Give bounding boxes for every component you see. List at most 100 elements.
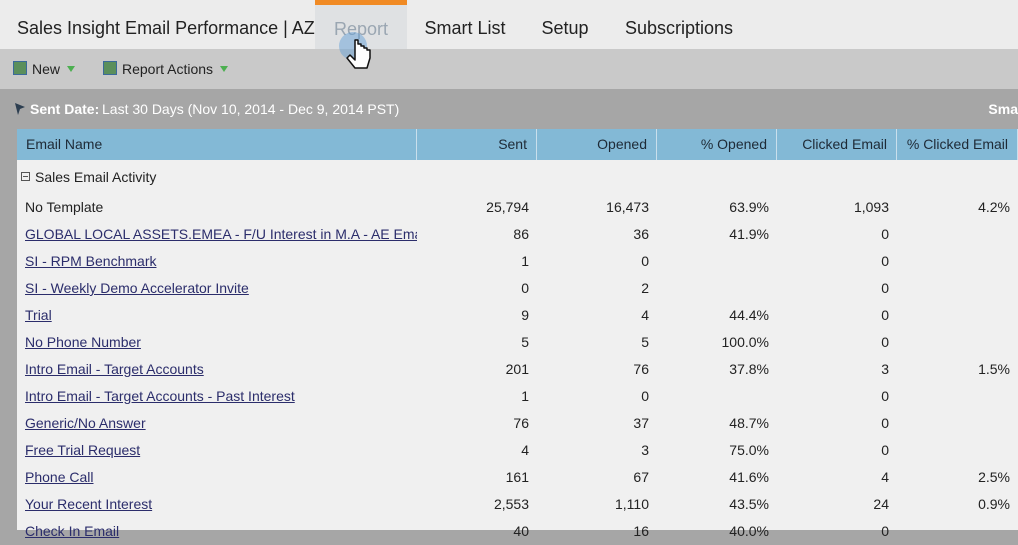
group-row[interactable]: Sales Email Activity <box>21 164 156 191</box>
email-name[interactable]: SI - Weekly Demo Accelerator Invite <box>17 275 417 302</box>
metric-cell: 44.4% <box>657 302 777 329</box>
cell-text: 24 <box>873 496 889 512</box>
metric-cell: 0 <box>537 383 657 410</box>
metric-cell: 2 <box>537 275 657 302</box>
email-link[interactable]: No Phone Number <box>25 334 141 350</box>
column-header[interactable]: Sent <box>417 129 537 160</box>
email-name[interactable]: No Phone Number <box>17 329 417 356</box>
metric-cell: 1,093 <box>777 194 897 221</box>
toolbar-button[interactable]: New <box>13 49 76 89</box>
metric-cell: 24 <box>777 491 897 518</box>
cell-text: No Template <box>25 199 104 215</box>
cell-text: 5 <box>521 334 529 350</box>
email-name[interactable]: SI - RPM Benchmark <box>17 248 417 275</box>
metric-cell: 0 <box>777 410 897 437</box>
email-link[interactable]: SI - RPM Benchmark <box>25 253 157 269</box>
email-link[interactable]: Generic/No Answer <box>25 415 146 431</box>
collapse-icon[interactable] <box>21 172 30 181</box>
cell-text: 37 <box>633 415 649 431</box>
cell-text: 2.5% <box>978 469 1010 485</box>
cell-text: 16 <box>633 523 649 539</box>
cell-text: 25,794 <box>486 199 529 215</box>
cell-text: 1.5% <box>978 361 1010 377</box>
filter-value[interactable]: Last 30 Days (Nov 10, 2014 - Dec 9, 2014… <box>102 101 400 117</box>
cell-text: 9 <box>521 307 529 323</box>
column-header[interactable]: Opened <box>537 129 657 160</box>
toolbar-button[interactable]: Report Actions <box>103 49 229 89</box>
cell-text: 86 <box>513 226 529 242</box>
email-name[interactable]: Intro Email - Target Accounts <box>17 356 417 383</box>
cell-text: 3 <box>881 361 889 377</box>
email-link[interactable]: GLOBAL LOCAL ASSETS.EMEA - F/U Interest … <box>25 226 417 242</box>
metric-cell: 1.5% <box>897 356 1018 383</box>
column-header[interactable]: Email Name <box>17 129 417 160</box>
metric-cell: 100.0% <box>657 329 777 356</box>
email-name: No Template <box>17 194 417 221</box>
email-name[interactable]: Check In Email <box>17 518 417 545</box>
email-name[interactable]: Free Trial Request <box>17 437 417 464</box>
nav-tab[interactable]: Smart List <box>424 18 506 38</box>
metric-cell: 40 <box>417 518 537 545</box>
nav-tab[interactable]: Report <box>315 0 407 49</box>
metric-cell: 4.2% <box>897 194 1018 221</box>
metric-cell: 5 <box>537 329 657 356</box>
email-link[interactable]: SI - Weekly Demo Accelerator Invite <box>25 280 249 296</box>
email-link[interactable]: Check In Email <box>25 523 120 539</box>
cell-text: 100.0% <box>721 334 769 350</box>
nav-tab[interactable]: Subscriptions <box>624 18 734 38</box>
cell-text: 67 <box>633 469 649 485</box>
nav-tab[interactable]: Setup <box>541 18 589 38</box>
metric-cell: 1 <box>417 248 537 275</box>
email-link[interactable]: Your Recent Interest <box>25 496 153 512</box>
email-link[interactable]: Intro Email - Target Accounts <box>25 361 204 377</box>
metric-cell: 0 <box>777 383 897 410</box>
cell-text: 37.8% <box>729 361 769 377</box>
email-name[interactable]: Intro Email - Target Accounts - Past Int… <box>17 383 417 410</box>
cell-text: 44.4% <box>729 307 769 323</box>
cell-text: 41.6% <box>729 469 769 485</box>
metric-cell: 76 <box>537 356 657 383</box>
column-header[interactable]: % Opened <box>657 129 777 160</box>
header-row: Email Name Sent Opened% Opened Clicked Emai… <box>17 129 1018 160</box>
cell-text: 0 <box>881 226 889 242</box>
email-name[interactable]: Phone Call <box>17 464 417 491</box>
cell-text: 2 <box>641 280 649 296</box>
metric-cell: 41.9% <box>657 221 777 248</box>
metric-cell: 76 <box>417 410 537 437</box>
email-link[interactable]: Phone Call <box>25 469 94 485</box>
metric-cell: 37 <box>537 410 657 437</box>
dropdown-arrow <box>220 66 229 72</box>
cell-text: 4.2% <box>978 199 1010 215</box>
metric-cell: 1 <box>417 383 537 410</box>
email-name[interactable]: GLOBAL LOCAL ASSETS.EMEA - F/U Interest … <box>17 221 417 248</box>
cursor <box>339 32 371 69</box>
filter-truncated: Sma <box>988 101 1018 117</box>
metric-cell: 0 <box>777 437 897 464</box>
email-name[interactable]: Generic/No Answer <box>17 410 417 437</box>
metric-cell: 75.0% <box>657 437 777 464</box>
email-name[interactable]: Your Recent Interest <box>17 491 417 518</box>
metric-cell: 4 <box>777 464 897 491</box>
cell-text: 40 <box>513 523 529 539</box>
metric-cell: 5 <box>417 329 537 356</box>
email-name[interactable]: Trial <box>17 302 417 329</box>
metric-cell: 2,553 <box>417 491 537 518</box>
email-link[interactable]: Trial <box>25 307 52 323</box>
cell-text: 76 <box>633 361 649 377</box>
email-link[interactable]: Intro Email - Target Accounts - Past Int… <box>25 388 295 404</box>
column-header[interactable]: % Clicked Email <box>897 129 1018 160</box>
email-link[interactable]: Free Trial Request <box>25 442 141 458</box>
column-header[interactable]: Clicked Email <box>777 129 897 160</box>
metric-cell: 0.9% <box>897 491 1018 518</box>
metric-cell: 3 <box>777 356 897 383</box>
cell-text: 0 <box>641 253 649 269</box>
cell-text: 161 <box>505 469 529 485</box>
metric-cell: 63.9% <box>657 194 777 221</box>
dropdown-arrow <box>67 66 76 72</box>
metric-cell: 3 <box>537 437 657 464</box>
metric-cell: 161 <box>417 464 537 491</box>
metric-cell: 0 <box>537 248 657 275</box>
cell-text: 1 <box>521 253 529 269</box>
cell-text: 41.9% <box>729 226 769 242</box>
cell-text: 0 <box>881 415 889 431</box>
